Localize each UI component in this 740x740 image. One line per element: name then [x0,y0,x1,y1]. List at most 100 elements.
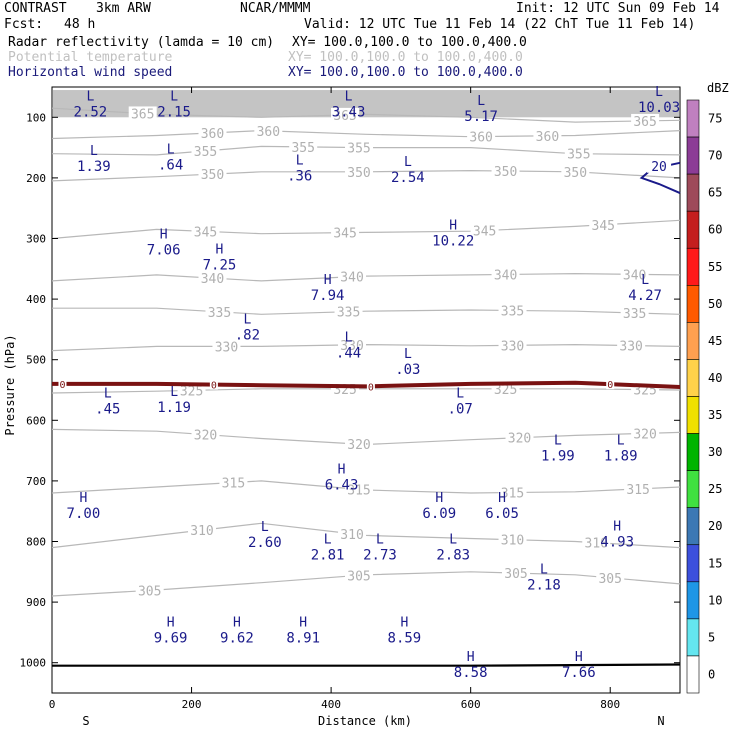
extremum-value: .44 [336,346,361,362]
theta-contour-label: 330 [501,339,524,354]
extremum-value: 1.39 [77,159,111,175]
end-label-north: N [657,714,664,728]
freezing-level-label: 0 [211,381,217,392]
extremum-marker-high: H [299,615,307,630]
extremum-marker-high: H [575,650,583,665]
colorbar-level-label: 75 [708,112,722,126]
colorbar-swatch [686,618,700,657]
freezing-label-bg [606,379,615,390]
extremum-value: .64 [158,158,183,174]
extremum-marker-low: L [617,434,625,449]
colorbar-level-label: 35 [708,408,722,422]
theta-contour-label: 340 [494,268,517,283]
extremum-marker-low: L [404,155,412,170]
extremum-marker-high: H [324,273,332,288]
theta-label-bg [620,267,649,282]
extremum-marker-low: L [655,85,663,100]
colorbar-level-label: 50 [708,297,722,311]
theta-contour-label: 360 [201,127,224,142]
freezing-level-label: 0 [59,380,65,391]
y-tick-label: 500 [26,354,46,367]
extremum-marker-low: L [86,89,94,104]
theta-label-bg [289,139,318,154]
y-tick-label: 700 [26,475,46,488]
colorbar-level-label: 55 [708,260,722,274]
theta-contour-label: 330 [340,339,363,354]
extremum-value: 3.43 [332,104,366,120]
wind-contour-label: 20 [651,160,667,175]
extremum-marker-low: L [296,154,304,169]
extremum-value: 2.60 [248,535,282,551]
freezing-label-bg [209,379,218,390]
theta-label-bg [188,523,217,538]
theta-contour-label: 320 [508,432,531,447]
theta-label-bg [345,437,374,452]
y-tick-label: 800 [26,536,46,549]
extremum-value: 1.89 [604,449,638,465]
x-tick-label: 800 [600,698,620,711]
theta-contour-label: 315 [626,483,649,498]
extremum-marker-high: H [613,520,621,535]
theta-contour-label: 340 [340,271,363,286]
colorbar-swatch [686,285,700,323]
extremum-value: 10.03 [638,100,680,116]
theta-contour-label: 360 [469,131,492,146]
extremum-value: .45 [95,401,120,417]
theta-contour-label: 335 [337,306,360,321]
theta-label-bg [498,338,527,353]
colorbar-swatch [686,581,700,620]
theta-label-bg [212,339,241,354]
field-name-theta: Potential temperature [8,50,173,65]
extremum-value: 7.25 [203,258,237,274]
colorbar-swatch [686,322,700,360]
theta-contour-label: 330 [215,340,238,355]
y-tick-label: 100 [26,111,46,124]
theta-label-bg [338,337,367,352]
y-tick-label: 300 [26,233,46,246]
extremum-value: 2.52 [74,104,108,120]
extremum-marker-high: H [400,615,408,630]
extremum-marker-low: L [170,385,178,400]
theta-contour-335 [52,307,681,315]
theta-contour-label: 325 [180,384,203,399]
freezing-level-label: 0 [368,382,374,393]
extremum-value: 10.22 [432,233,474,249]
extremum-value: 2.18 [527,578,561,594]
end-label-south: S [82,714,89,728]
y-tick-label: 1000 [20,657,47,670]
freezing-label-bg [366,381,375,392]
theta-contour-label: 360 [536,130,559,145]
colorbar-level-label: 45 [708,334,722,348]
colorbar-level-label: 5 [708,630,715,644]
model-name: 3km ARW [96,1,151,16]
theta-contour-label: 360 [257,125,280,140]
theta-contour-label: 355 [291,141,314,156]
y-tick-label: 400 [26,293,46,306]
theta-label-bg [334,304,363,319]
theta-label-bg [564,146,593,161]
extremum-value: 8.91 [286,630,320,646]
extremum-value: .82 [235,327,260,343]
colorbar-level-label: 25 [708,482,722,496]
extremum-marker-high: H [79,491,87,506]
freezing-level-label: 0 [607,380,613,391]
theta-contour-360 [51,129,681,140]
theta-contour-label: 365 [131,107,154,122]
theta-contour-label: 315 [347,483,370,498]
theta-contour-label: 320 [347,438,370,453]
y-tick-label: 900 [26,596,46,609]
colorbar-level-label: 30 [708,445,722,459]
theta-contour-label: 305 [347,569,370,584]
theta-label-bg [198,125,227,140]
colorbar-swatch [686,247,700,286]
colorbar-swatch [686,136,700,175]
theta-label-bg [491,164,520,179]
field-xy-wind: XY= 100.0,100.0 to 100.0,400.0 [288,65,523,80]
extremum-value: 4.93 [600,535,634,551]
extremum-marker-low: L [345,89,353,104]
colorbar-swatch [686,544,700,583]
theta-contour-label: 320 [633,427,656,442]
theta-contour-325 [51,388,681,394]
extremum-marker-high: H [160,228,168,243]
